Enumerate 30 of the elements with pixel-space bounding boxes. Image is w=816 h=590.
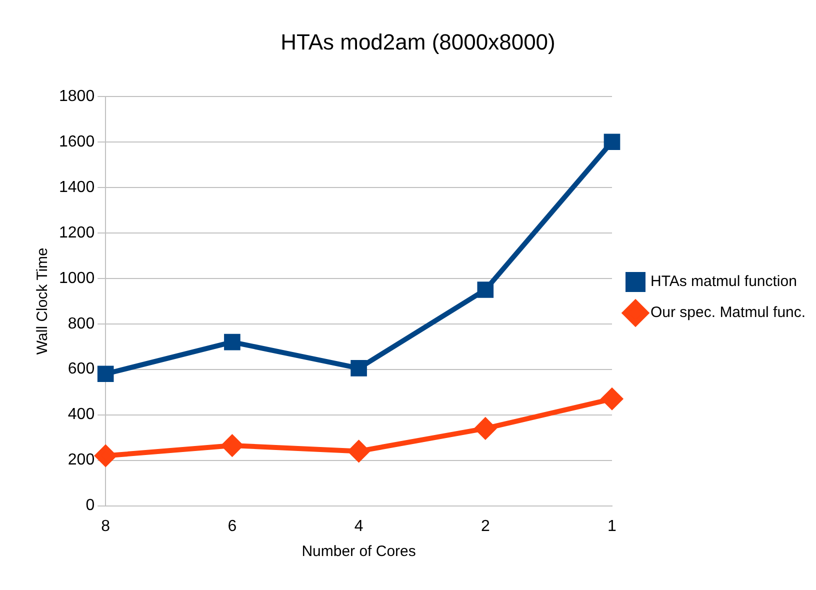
y-tick-label: 1400 [59, 178, 95, 196]
y-tick-label: 0 [86, 497, 95, 514]
point [350, 360, 367, 376]
x-tick-label: 2 [480, 518, 490, 535]
x-tick-label: 8 [101, 518, 110, 535]
y-axis-title: Wall Clock Time [34, 248, 52, 355]
point [602, 388, 622, 410]
chart-title: HTAs mod2am (8000x8000) [280, 29, 556, 54]
y-tick-label: 1600 [59, 133, 95, 150]
point [95, 445, 116, 466]
point [224, 334, 240, 350]
x-tick-label: 6 [228, 518, 237, 535]
point [604, 134, 620, 150]
x-axis-title: Number of Cores [302, 543, 416, 560]
point [477, 282, 494, 298]
legend-label: HTAs matmul function [650, 273, 797, 290]
point [97, 366, 114, 382]
x-tick-label: 4 [354, 518, 364, 535]
point [348, 440, 370, 462]
legend-label: Our spec. Matmul func. [650, 304, 806, 322]
y-tick-label: 400 [68, 406, 95, 424]
x-tick-label: 1 [608, 518, 617, 535]
y-tick-label: 1200 [59, 224, 95, 242]
point [474, 418, 496, 439]
y-tick-label: 800 [68, 315, 95, 332]
point [222, 435, 243, 456]
y-tick-label: 600 [68, 360, 95, 378]
y-tick-label: 200 [68, 452, 95, 469]
y-tick-label: 1800 [59, 88, 95, 105]
y-tick-label: 1000 [59, 270, 95, 287]
